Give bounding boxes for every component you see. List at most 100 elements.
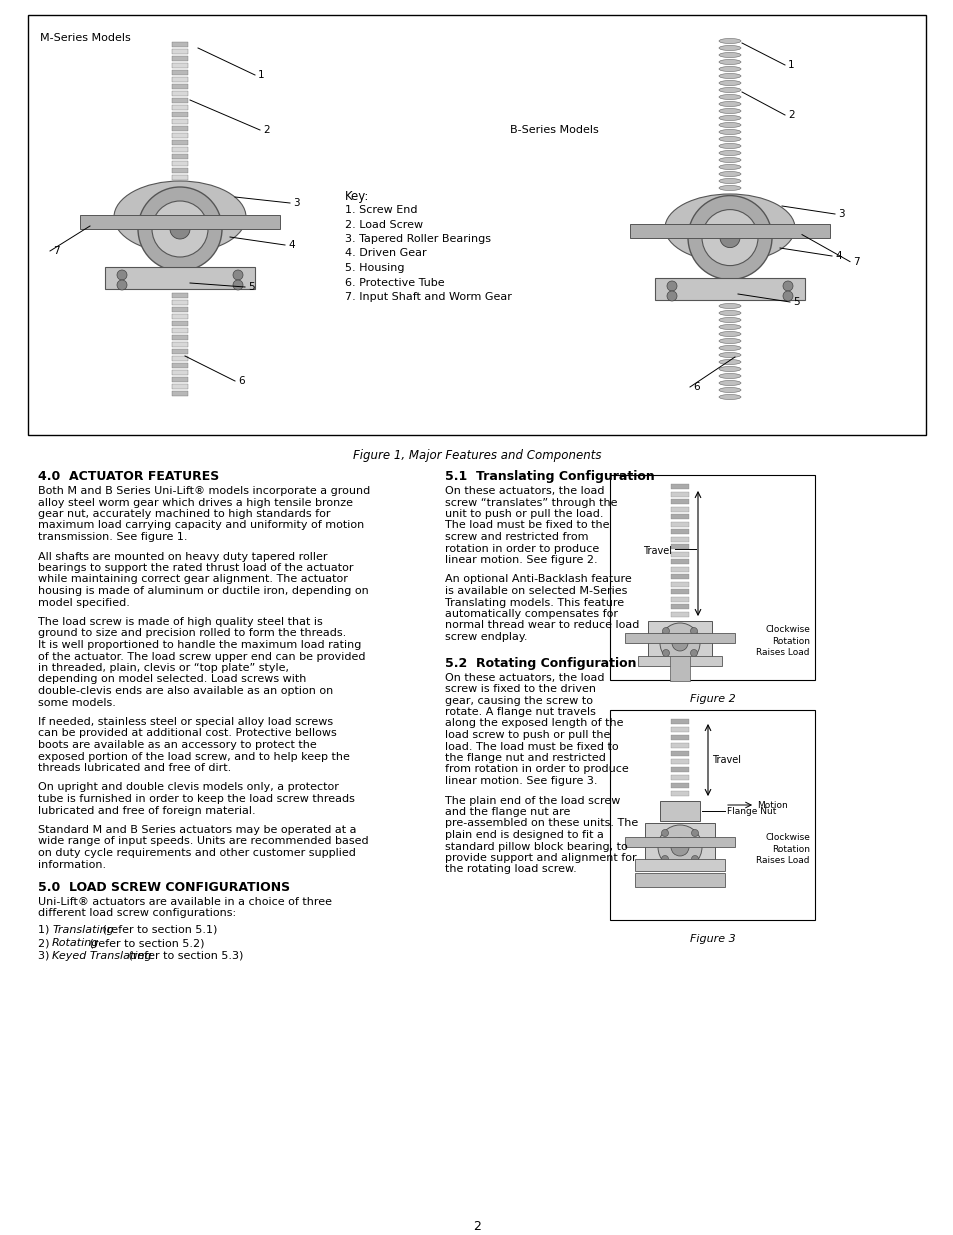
Text: (refer to section 5.2): (refer to section 5.2) bbox=[87, 939, 205, 948]
Text: 2): 2) bbox=[38, 939, 55, 948]
Text: 6: 6 bbox=[692, 382, 699, 391]
Text: Clockwise
Rotation
Raises Load: Clockwise Rotation Raises Load bbox=[756, 834, 809, 864]
Circle shape bbox=[782, 291, 792, 301]
Bar bbox=[669, 656, 689, 680]
Circle shape bbox=[660, 830, 668, 836]
Text: screw is fixed to the driven: screw is fixed to the driven bbox=[444, 684, 596, 694]
Text: 2: 2 bbox=[473, 1220, 480, 1233]
Bar bbox=[670, 751, 688, 756]
Text: 4.0  ACTUATOR FEATURES: 4.0 ACTUATOR FEATURES bbox=[38, 471, 219, 483]
Ellipse shape bbox=[719, 172, 740, 177]
Ellipse shape bbox=[719, 317, 740, 322]
Bar bbox=[670, 719, 688, 724]
Bar bbox=[172, 294, 188, 298]
Circle shape bbox=[670, 839, 688, 856]
Text: model specified.: model specified. bbox=[38, 598, 130, 608]
Ellipse shape bbox=[719, 380, 740, 385]
Text: alloy steel worm gear which drives a high tensile bronze: alloy steel worm gear which drives a hig… bbox=[38, 498, 353, 508]
Text: linear motion. See figure 2.: linear motion. See figure 2. bbox=[444, 555, 597, 564]
Text: rotation in order to produce: rotation in order to produce bbox=[444, 543, 598, 553]
Bar bbox=[670, 604, 688, 609]
Text: from rotation in order to produce: from rotation in order to produce bbox=[444, 764, 628, 774]
Circle shape bbox=[661, 650, 669, 657]
Ellipse shape bbox=[719, 373, 740, 378]
Bar bbox=[80, 215, 280, 228]
Bar bbox=[670, 776, 688, 781]
Text: Flange Nut: Flange Nut bbox=[726, 806, 776, 815]
Ellipse shape bbox=[113, 182, 246, 253]
Bar bbox=[172, 126, 188, 131]
Circle shape bbox=[170, 219, 190, 240]
Text: along the exposed length of the: along the exposed length of the bbox=[444, 719, 623, 729]
Bar bbox=[172, 342, 188, 347]
Text: All shafts are mounted on heavy duty tapered roller: All shafts are mounted on heavy duty tap… bbox=[38, 552, 327, 562]
Bar bbox=[635, 860, 724, 871]
Bar bbox=[172, 308, 188, 312]
Circle shape bbox=[152, 201, 208, 257]
Text: gear nut, accurately machined to high standards for: gear nut, accurately machined to high st… bbox=[38, 509, 330, 519]
Text: load screw to push or pull the: load screw to push or pull the bbox=[444, 730, 610, 740]
Text: 2: 2 bbox=[787, 110, 794, 120]
Text: Key:: Key: bbox=[345, 190, 369, 203]
Text: On these actuators, the load: On these actuators, the load bbox=[444, 487, 604, 496]
Circle shape bbox=[138, 186, 222, 270]
Bar bbox=[172, 175, 188, 180]
Ellipse shape bbox=[719, 179, 740, 184]
Text: of the actuator. The load screw upper end can be provided: of the actuator. The load screw upper en… bbox=[38, 652, 365, 662]
Ellipse shape bbox=[719, 143, 740, 148]
Bar bbox=[172, 133, 188, 138]
Bar bbox=[172, 78, 188, 82]
Bar bbox=[670, 597, 688, 601]
Text: Figure 2: Figure 2 bbox=[689, 694, 735, 704]
Bar bbox=[172, 370, 188, 375]
Circle shape bbox=[659, 622, 700, 663]
Bar bbox=[172, 141, 188, 144]
Bar bbox=[172, 363, 188, 368]
Text: 4: 4 bbox=[288, 240, 294, 249]
Circle shape bbox=[690, 627, 697, 635]
Ellipse shape bbox=[719, 310, 740, 315]
Ellipse shape bbox=[719, 388, 740, 393]
Text: pre-assembled on these units. The: pre-assembled on these units. The bbox=[444, 819, 638, 829]
Ellipse shape bbox=[719, 109, 740, 114]
Bar bbox=[28, 15, 925, 435]
Bar bbox=[629, 224, 829, 237]
Text: Standard M and B Series actuators may be operated at a: Standard M and B Series actuators may be… bbox=[38, 825, 356, 835]
Bar bbox=[624, 634, 734, 643]
Text: 1: 1 bbox=[257, 70, 264, 80]
Text: Travel: Travel bbox=[642, 547, 671, 557]
Bar bbox=[172, 42, 188, 47]
Circle shape bbox=[117, 270, 127, 280]
Bar bbox=[172, 70, 188, 75]
Bar bbox=[670, 582, 688, 587]
Bar bbox=[659, 802, 700, 821]
Text: 1): 1) bbox=[38, 925, 55, 935]
Text: ground to size and precision rolled to form the threads.: ground to size and precision rolled to f… bbox=[38, 629, 346, 638]
Bar bbox=[172, 105, 188, 110]
Text: 6: 6 bbox=[237, 375, 244, 387]
Ellipse shape bbox=[664, 194, 794, 262]
Circle shape bbox=[687, 195, 771, 279]
Text: housing is made of aluminum or ductile iron, depending on: housing is made of aluminum or ductile i… bbox=[38, 585, 369, 597]
Ellipse shape bbox=[719, 46, 740, 51]
Bar bbox=[670, 529, 688, 534]
Bar bbox=[670, 735, 688, 740]
Bar bbox=[670, 574, 688, 579]
Text: 3. Tapered Roller Bearings: 3. Tapered Roller Bearings bbox=[345, 233, 491, 245]
Text: on duty cycle requirements and other customer supplied: on duty cycle requirements and other cus… bbox=[38, 848, 355, 858]
Bar bbox=[609, 710, 814, 920]
Text: 7. Input Shaft and Worm Gear: 7. Input Shaft and Worm Gear bbox=[345, 291, 512, 303]
Bar bbox=[670, 514, 688, 519]
Bar bbox=[670, 783, 688, 788]
Bar bbox=[670, 543, 688, 550]
Ellipse shape bbox=[719, 38, 740, 43]
Text: normal thread wear to reduce load: normal thread wear to reduce load bbox=[444, 620, 639, 631]
Bar bbox=[609, 475, 814, 680]
Text: Clockwise
Rotation
Raises Load: Clockwise Rotation Raises Load bbox=[756, 625, 809, 657]
Bar bbox=[670, 589, 688, 594]
Text: 3: 3 bbox=[837, 209, 843, 219]
Ellipse shape bbox=[719, 53, 740, 58]
Bar bbox=[670, 492, 688, 496]
Bar bbox=[172, 315, 188, 319]
Text: screw and restricted from: screw and restricted from bbox=[444, 532, 588, 542]
